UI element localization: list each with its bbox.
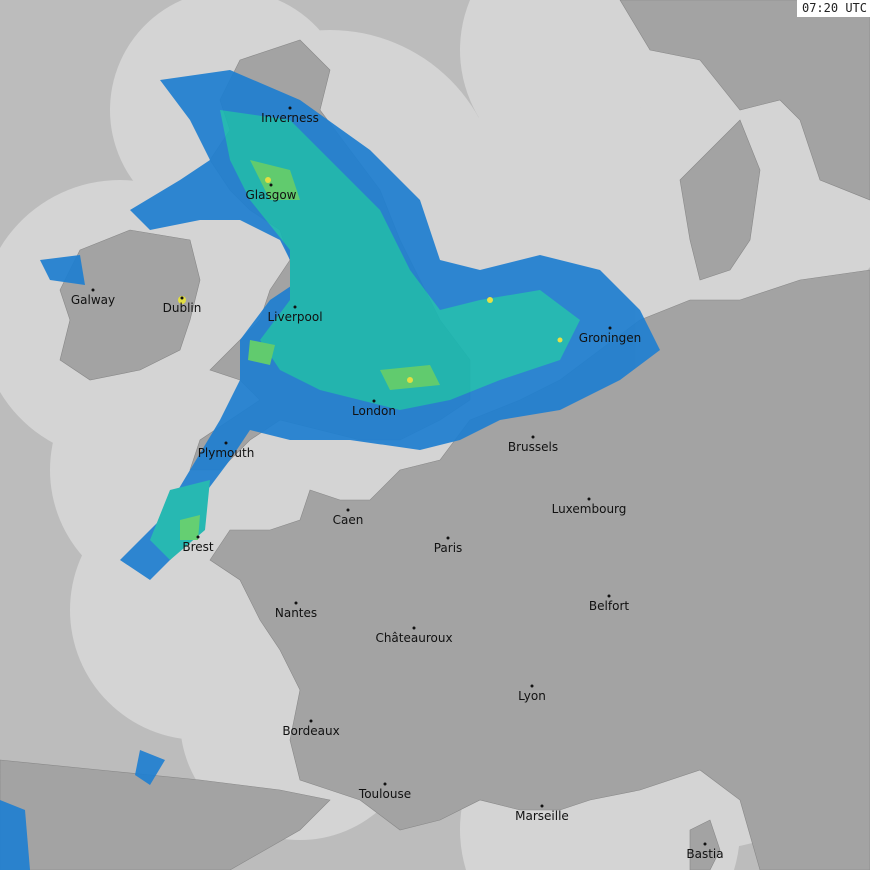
city-label: Brussels bbox=[508, 440, 558, 454]
city-label: Liverpool bbox=[267, 310, 322, 324]
city-inverness: Inverness bbox=[261, 106, 319, 125]
city-toulouse: Toulouse bbox=[358, 782, 411, 801]
city-caen: Caen bbox=[333, 508, 364, 527]
city-dot bbox=[91, 288, 95, 292]
city-dot bbox=[531, 435, 535, 439]
city-lyon: Lyon bbox=[518, 684, 546, 703]
city-dot bbox=[446, 536, 450, 540]
city-liverpool: Liverpool bbox=[267, 305, 323, 324]
city-label: Luxembourg bbox=[552, 502, 627, 516]
city-bastia: Bastia bbox=[686, 842, 724, 861]
iberia bbox=[0, 759, 331, 870]
city-dot bbox=[607, 594, 611, 598]
city-dot bbox=[372, 399, 376, 403]
city-label: Glasgow bbox=[245, 188, 296, 202]
city-label: Toulouse bbox=[358, 787, 411, 801]
city-paris: Paris bbox=[434, 536, 463, 555]
city-label: Châteauroux bbox=[375, 631, 452, 645]
city-dot bbox=[224, 441, 228, 445]
ireland bbox=[59, 229, 201, 381]
city-bordeaux: Bordeaux bbox=[282, 719, 340, 738]
continent bbox=[209, 269, 870, 870]
city-dot bbox=[180, 296, 184, 300]
city-dot bbox=[294, 601, 298, 605]
denmark bbox=[679, 119, 761, 281]
city-dot bbox=[587, 497, 591, 501]
city-label: Lyon bbox=[518, 689, 546, 703]
city-dot bbox=[309, 719, 313, 723]
city-dot bbox=[288, 106, 292, 110]
city-belfort: Belfort bbox=[589, 594, 629, 613]
city-dublin: Dublin bbox=[163, 296, 202, 315]
city-marseille: Marseille bbox=[515, 804, 569, 823]
city-dot bbox=[346, 508, 350, 512]
city-galway: Galway bbox=[71, 288, 115, 307]
city-brussels: Brussels bbox=[508, 435, 558, 454]
city-label: London bbox=[352, 404, 396, 418]
city-nantes: Nantes bbox=[275, 601, 317, 620]
radar-echoes bbox=[0, 70, 660, 870]
city-label: Marseille bbox=[515, 809, 569, 823]
city-dot bbox=[608, 326, 612, 330]
city-labels: Inverness Glasgow Galway Dublin Liverpool Gro… bbox=[71, 106, 724, 861]
city-dot bbox=[530, 684, 534, 688]
timestamp-label: 07:20 UTC bbox=[796, 0, 870, 17]
city-label: Groningen bbox=[579, 331, 641, 345]
city-label: Nantes bbox=[275, 606, 317, 620]
scandinavia bbox=[619, 0, 870, 201]
city-dot bbox=[412, 626, 416, 630]
city-label: Dublin bbox=[163, 301, 202, 315]
city-dot bbox=[269, 183, 273, 187]
city-dot bbox=[196, 535, 200, 539]
city-london: London bbox=[352, 399, 396, 418]
city-glasgow: Glasgow bbox=[245, 183, 297, 202]
city-label: Plymouth bbox=[198, 446, 255, 460]
city-luxembourg: Luxembourg bbox=[552, 497, 627, 516]
city-label: Belfort bbox=[589, 599, 629, 613]
city-dot bbox=[703, 842, 707, 846]
city-label: Bordeaux bbox=[282, 724, 339, 738]
city-dot bbox=[293, 305, 297, 309]
city-label: Caen bbox=[333, 513, 364, 527]
city-châteauroux: Châteauroux bbox=[375, 626, 453, 645]
city-brest: Brest bbox=[182, 535, 214, 554]
city-label: Bastia bbox=[686, 847, 723, 861]
city-groningen: Groningen bbox=[579, 326, 641, 345]
city-dot bbox=[540, 804, 544, 808]
city-label: Brest bbox=[182, 540, 214, 554]
city-label: Galway bbox=[71, 293, 115, 307]
city-plymouth: Plymouth bbox=[198, 441, 255, 460]
city-label: Paris bbox=[434, 541, 463, 555]
city-dot bbox=[383, 782, 387, 786]
city-label: Inverness bbox=[261, 111, 319, 125]
